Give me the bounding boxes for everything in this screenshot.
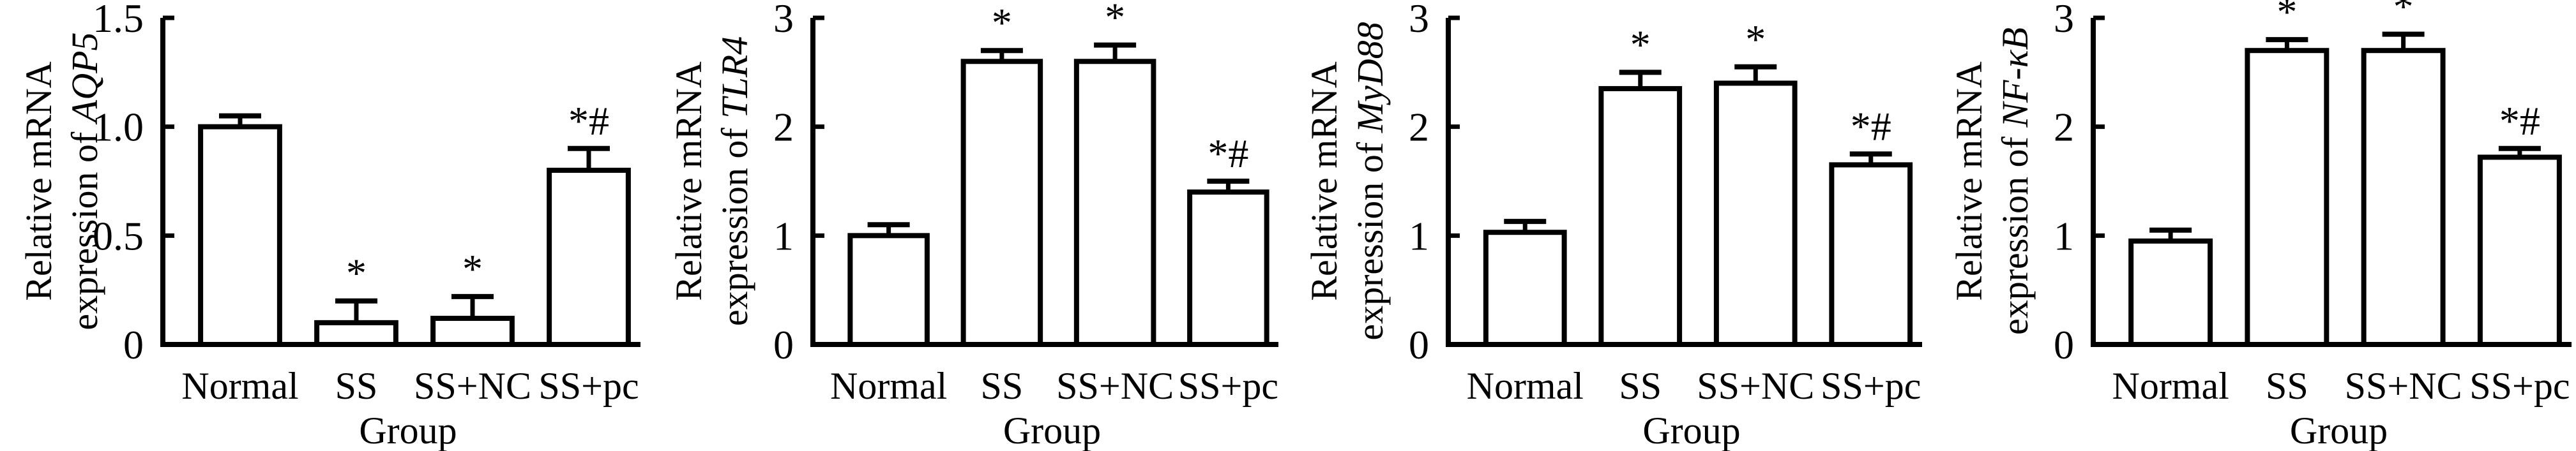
bar-ss-pc [1829,162,1913,347]
x-tick-label: SS+pc [1178,365,1278,407]
x-tick-label: SS+NC [2345,365,2462,407]
y-axis-label-prefix: expression of [1994,128,2036,335]
significance-marker: * [2393,0,2414,29]
y-tick-label: 0.5 [93,213,144,258]
bar-ss-pc [2477,154,2562,347]
y-tick-label: 1 [1409,213,1429,258]
chart-panel-4: 0 1 2 3 Relative mRNA expression of NF-κB Norm… [1948,0,2572,451]
bar-ss-nc [1713,80,1798,347]
y-tick-label: 3 [1409,0,1429,41]
x-tick-label: Normal [1467,365,1584,407]
y-axis-label-line2: expression of MyD88 [1349,22,1391,340]
significance-marker: * [2277,0,2297,34]
x-tick-label: SS [981,365,1024,407]
significance-marker: * [1745,17,1766,62]
y-tick-label: 2 [773,105,794,150]
x-tick-label: Normal [181,365,298,407]
y-axis-label-line2: expression of TLR4 [714,36,755,326]
bar-ss-pc [1187,189,1269,348]
x-tick-label: SS+NC [1056,365,1174,407]
significance-marker: * [462,246,483,292]
x-tick-label: SS+pc [2469,365,2570,407]
y-tick-label: 1.5 [93,0,144,41]
y-axis-label-line1: Relative mRNA [668,61,709,300]
y-tick-label: 1 [2054,213,2074,258]
significance-marker: * [992,0,1012,45]
x-axis-label: Group [2290,410,2388,451]
bar-ss-nc [2361,48,2446,347]
x-axis-label: Group [1642,410,1740,451]
significance-marker: * [1630,22,1651,67]
significance-marker: *# [2499,98,2540,144]
y-axis-label-line1: Relative mRNA [18,61,59,300]
y-tick-label: 0 [773,322,794,367]
x-tick-label: SS+pc [1821,365,1921,407]
x-tick-label: Normal [830,365,947,407]
bar-ss-nc [1073,59,1156,348]
x-tick-label: SS+pc [538,365,639,407]
bar-ss [2245,48,2330,347]
significance-marker: * [1105,0,1125,40]
y-axis-label-gene: AQP5 [64,32,105,125]
y-axis-label-prefix: expression of [64,122,105,330]
y-tick-label: 2 [2054,105,2074,150]
y-tick-label: 3 [2054,0,2074,41]
x-axis-label: Group [1003,410,1101,451]
significance-marker: *# [568,98,609,144]
x-tick-label: SS+NC [1697,365,1814,407]
y-tick-label: 1 [773,213,794,258]
y-axis-label-line2: expression of NF-κB [1994,27,2036,335]
significance-marker: *# [1851,103,1891,149]
y-axis-label-gene: MyD88 [1349,22,1391,133]
chart-panel-1: 0 0.5 1.0 1.5 Relative mRNA expression of AQP… [18,0,640,451]
x-tick-label: SS [335,365,378,407]
y-axis-label-prefix: expression of [1349,133,1391,340]
y-axis-label-line1: Relative mRNA [1303,61,1345,300]
y-axis-label-prefix: expression of [714,119,755,326]
significance-marker: * [346,251,367,296]
x-axis-label: Group [359,410,457,451]
y-axis-label-line1: Relative mRNA [1948,61,1990,300]
y-axis-label-gene: NF-κB [1994,27,2036,128]
bar-normal [2128,238,2213,347]
bar-ss-nc [430,316,515,348]
bar-ss [960,59,1043,348]
bar-ss-pc [547,167,631,347]
y-tick-label: 1.0 [93,105,144,150]
bar-normal [1483,230,1567,348]
bar-ss [1598,85,1683,348]
y-tick-label: 0 [123,322,144,367]
x-tick-label: Normal [2112,365,2229,407]
chart-panel-3: 0 1 2 3 Relative mRNA expression of MyD88 Norm… [1303,0,1922,451]
y-tick-label: 0 [1409,322,1429,367]
bar-normal [198,124,282,348]
bar-normal [847,233,930,348]
chart-panel-2: 0 1 2 3 Relative mRNA expression of TLR4 Norma… [668,0,1278,451]
x-tick-label: SS [2266,365,2308,407]
y-axis-label-line2: expression of AQP5 [64,32,105,330]
y-tick-label: 2 [1409,105,1429,150]
x-tick-label: SS+NC [414,365,531,407]
y-tick-label: 0 [2054,322,2074,367]
y-axis-label-gene: TLR4 [714,36,755,119]
bar-ss [314,320,398,348]
significance-marker: *# [1208,131,1248,176]
y-tick-label: 3 [773,0,794,41]
x-tick-label: SS [1619,365,1662,407]
